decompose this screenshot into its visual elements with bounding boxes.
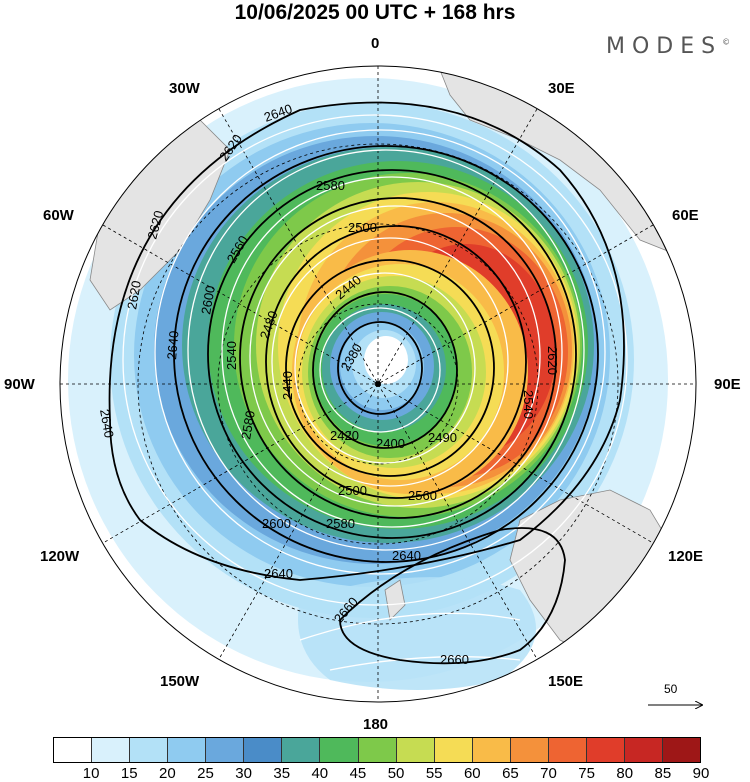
colorbar-swatch [206, 738, 245, 762]
contour-label: 2620 [545, 346, 560, 375]
new-zealand-land [384, 579, 406, 621]
contour-2420 [312, 291, 458, 449]
wind-vectors [122, 114, 628, 671]
contour-2620 [173, 145, 599, 563]
colorbar-swatch [168, 738, 207, 762]
colorbar-tick-label: 50 [387, 765, 405, 782]
contour-label: 2580 [238, 409, 258, 440]
colorbar-tick-label: 75 [578, 765, 595, 782]
contour-label: 2620 [144, 209, 166, 241]
colorbar-tick-label: 70 [540, 765, 557, 782]
wind-reference-label: 50 [664, 682, 678, 696]
contour-label: 2640 [264, 566, 293, 581]
colorbar-swatch [586, 738, 625, 762]
colorbar-tick-label: 45 [349, 765, 367, 782]
lon-label-120w: 120W [40, 548, 80, 565]
contour-label: 2580 [316, 178, 345, 193]
colorbar-swatch [244, 738, 283, 762]
colorbar-tick-label: 10 [82, 765, 100, 782]
height-contours [108, 101, 625, 665]
contour-label: 2500 [348, 220, 377, 235]
contour-2540 [239, 197, 557, 519]
contour-label: 2620 [124, 279, 144, 310]
contour-2640 [108, 101, 625, 581]
contour-2460 [285, 259, 495, 477]
colorbar-swatch [663, 738, 701, 762]
lon-label-0: 0 [371, 35, 380, 52]
lon-label-150e: 150E [548, 673, 584, 690]
colorbar-swatch [358, 738, 397, 762]
colorbar-swatch [396, 738, 435, 762]
colorbar-swatch [320, 738, 359, 762]
lon-label-30w: 30W [169, 80, 200, 97]
colorbar-tick-label: 20 [159, 765, 176, 782]
lon-label-30e: 30E [548, 80, 575, 97]
contour-label: 2640 [164, 330, 181, 360]
map-title: 10/06/2025 00 UTC + 168 hrs [234, 1, 516, 24]
lon-label-120e: 120E [668, 548, 704, 565]
contour-label: 2540 [224, 341, 239, 370]
colorbar-tick-label: 90 [692, 765, 710, 782]
colorbar-swatch [624, 738, 663, 762]
colorbar-swatch [92, 738, 131, 762]
contour-label: 2660 [440, 652, 469, 667]
contour-label: 2420 [330, 428, 359, 443]
lon-label-90e: 90E [714, 376, 741, 393]
south-pole-marker [375, 381, 381, 387]
lon-label-180: 180 [363, 716, 389, 733]
colorbar-swatch [548, 738, 587, 762]
wind-speed-field [68, 78, 668, 690]
colorbar-swatch [472, 738, 511, 762]
contour-label: 2600 [262, 516, 291, 531]
colorbar-swatch [282, 738, 321, 762]
colorbar-swatch [130, 738, 169, 762]
colorbar-tick-label: 85 [654, 765, 672, 782]
contour-label: 2560 [408, 488, 437, 503]
contour-label: 2490 [428, 430, 457, 445]
colorbar-tick-label: 30 [235, 765, 252, 782]
contour-2380 [337, 321, 423, 415]
contour-label: 2640 [392, 548, 421, 563]
colorbar-swatch [434, 738, 473, 762]
colorbar-tick-label: 15 [120, 765, 138, 782]
modes-logo: MODES© [606, 34, 731, 59]
contour-label: 2440 [280, 371, 295, 400]
lon-label-90w: 90W [4, 376, 35, 393]
colorbar-tick-label: 25 [197, 765, 214, 782]
colorbar-tick-label: 55 [425, 765, 443, 782]
colorbar-tick-label: 60 [463, 765, 481, 782]
colorbar-tick-label: 80 [616, 765, 634, 782]
contour-2660 [339, 527, 566, 665]
contour-label: 2400 [376, 436, 405, 451]
colorbar-tick-label: 65 [502, 765, 519, 782]
colorbar-tick-label: 40 [311, 765, 329, 782]
colorbar [53, 737, 701, 763]
contour-label: 2580 [326, 516, 355, 531]
contour-2500 [265, 225, 527, 499]
landmasses [89, 69, 696, 661]
contour-label: 2500 [338, 483, 367, 498]
contour-label: 2640 [97, 408, 117, 439]
colorbar-swatch [510, 738, 549, 762]
contour-label: 2540 [521, 390, 536, 419]
lon-label-150w: 150W [160, 673, 200, 690]
lon-label-60w: 60W [43, 207, 74, 224]
contour-2580 [207, 169, 577, 539]
colorbar-tick-label: 35 [273, 765, 291, 782]
lon-label-60e: 60E [672, 207, 699, 224]
colorbar-swatch [54, 738, 93, 762]
contour-label: 2600 [198, 284, 218, 315]
